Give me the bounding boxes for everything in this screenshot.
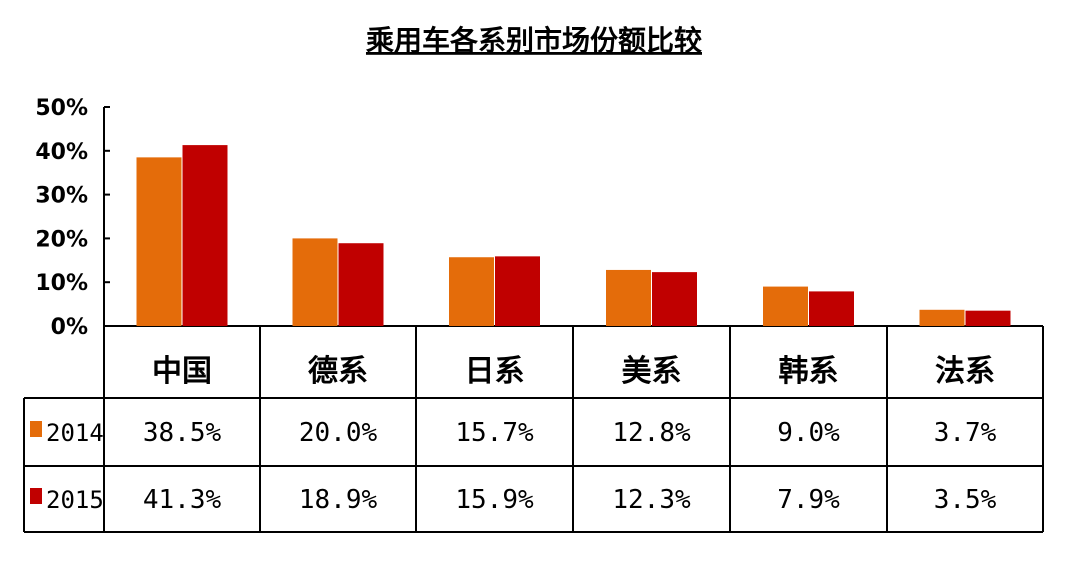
bar-2014-3: [449, 257, 494, 326]
data-label: 38.5%: [143, 418, 222, 448]
data-table: 中国 德系 日系 美系 韩系 法系 2014 38.5% 20.0% 15.7% 12.8% 9.0%…: [30, 354, 997, 515]
table-grid: [23, 325, 1044, 533]
bar-2015-2: [338, 243, 384, 326]
bar-2014-4: [606, 269, 651, 326]
y-tick-label: 50%: [35, 96, 88, 121]
bar-2014-2: [292, 238, 338, 326]
data-label: 7.9%: [777, 485, 840, 515]
bars: [136, 145, 1011, 326]
data-label: 41.3%: [143, 485, 222, 515]
data-label: 3.7%: [934, 418, 997, 448]
y-tick-label: 20%: [35, 227, 88, 252]
bar-2014-5: [763, 286, 808, 326]
y-tick-label: 40%: [35, 140, 88, 165]
legend-swatch-2014: [30, 421, 42, 437]
data-label: 18.9%: [299, 485, 378, 515]
bar-2015-3: [495, 256, 540, 326]
bar-2015-4: [652, 272, 697, 326]
bar-2014-6: [919, 309, 965, 326]
y-axis: 0% 10% 20% 30% 40% 50%: [35, 96, 110, 532]
y-tick-label: 0%: [51, 315, 88, 340]
data-label: 15.7%: [455, 418, 534, 448]
bar-2014-1: [136, 157, 182, 326]
data-label: 3.5%: [934, 485, 997, 515]
chart-title: 乘用车各系别市场份额比较: [366, 24, 702, 57]
legend-swatch-2015: [30, 488, 42, 504]
x-tick-label: 法系: [935, 354, 995, 389]
bar-2015-1: [182, 145, 228, 326]
data-label: 12.3%: [612, 485, 691, 515]
legend-label-2015: 2015: [46, 486, 104, 514]
data-label: 12.8%: [612, 418, 691, 448]
x-tick-label: 日系: [465, 354, 525, 389]
data-label: 15.9%: [455, 485, 534, 515]
y-tick-label: 10%: [35, 271, 88, 296]
x-tick-label: 韩系: [779, 354, 839, 389]
data-label: 9.0%: [777, 418, 840, 448]
x-tick-label: 中国: [152, 354, 212, 389]
bar-2015-6: [965, 310, 1011, 326]
legend-label-2014: 2014: [46, 419, 104, 447]
data-label: 20.0%: [299, 418, 378, 448]
x-tick-label: 德系: [308, 354, 368, 389]
x-tick-label: 美系: [622, 354, 682, 389]
bar-2015-5: [809, 291, 854, 326]
y-tick-label: 30%: [35, 184, 88, 209]
